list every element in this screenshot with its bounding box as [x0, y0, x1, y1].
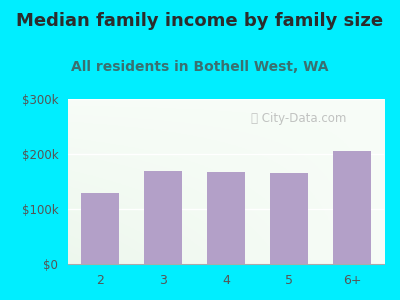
Bar: [270, 173, 308, 264]
Text: Median family income by family size: Median family income by family size: [16, 12, 384, 30]
Text: All residents in Bothell West, WA: All residents in Bothell West, WA: [71, 60, 329, 74]
Bar: [144, 170, 182, 264]
Bar: [207, 172, 245, 264]
Bar: [81, 193, 118, 264]
Bar: [334, 151, 371, 264]
Text: ⓘ City-Data.com: ⓘ City-Data.com: [251, 112, 346, 125]
